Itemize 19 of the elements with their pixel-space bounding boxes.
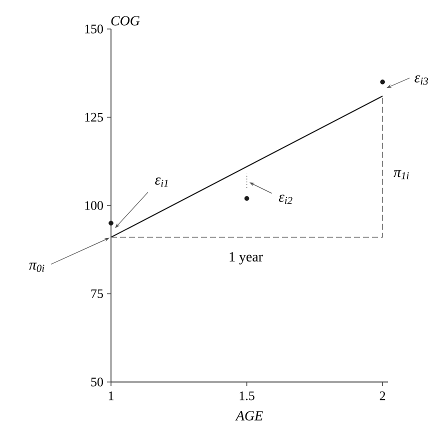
y-tick-label: 50 [91,378,103,386]
x-axis-title: AGE [235,411,263,420]
point [108,220,114,226]
x-tick-label: 1 [108,392,114,400]
x-tick-label: 1.5 [240,392,254,400]
y-tick-label: 125 [85,112,103,122]
annotation: ε$_{i1}$ [155,178,168,187]
annotation: π$_{1i}$ [394,170,409,180]
y-tick-label: 75 [91,289,103,298]
point [244,196,250,201]
annotation: π$_{0i}$ [29,262,44,272]
y-tick-label: 150 [85,24,103,34]
annotation: ε$_{i3}$ [414,75,428,85]
y-axis-title: COG [111,16,140,26]
annotation: ε$_{i2}$ [278,194,292,204]
x-tick-label: 2 [380,392,386,400]
annotation: 1 year [230,252,263,264]
y-tick-label: 100 [85,201,103,210]
point [380,80,385,84]
